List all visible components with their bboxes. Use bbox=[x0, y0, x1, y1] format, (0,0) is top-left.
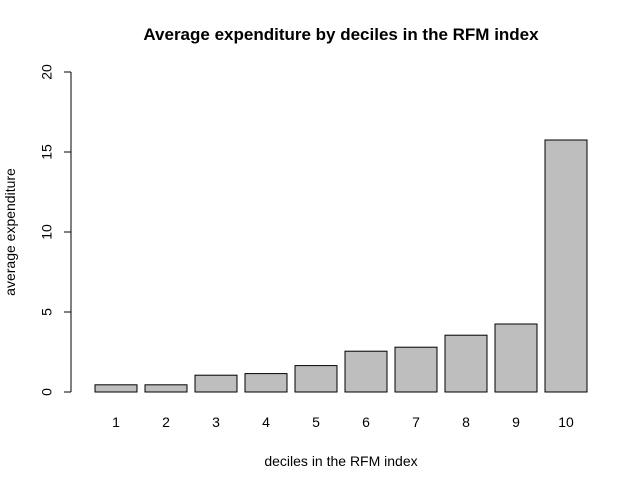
y-tick-label: 10 bbox=[39, 224, 55, 240]
x-tick-labels: 1 2 3 4 5 6 7 8 9 10 bbox=[112, 414, 574, 430]
x-axis-label: deciles in the RFM index bbox=[264, 453, 417, 469]
x-tick-label: 7 bbox=[412, 414, 420, 430]
y-tick-label: 20 bbox=[39, 64, 55, 80]
bar-1 bbox=[94, 384, 138, 393]
chart-title: Average expenditure by deciles in the RF… bbox=[143, 25, 539, 44]
bar-5 bbox=[294, 365, 338, 393]
bar-8 bbox=[444, 334, 488, 393]
x-tick-label: 9 bbox=[512, 414, 520, 430]
y-axis: 0 5 10 15 20 bbox=[39, 64, 72, 396]
x-tick-label: 6 bbox=[362, 414, 370, 430]
x-tick-label: 3 bbox=[212, 414, 220, 430]
bar-4 bbox=[244, 373, 288, 393]
x-tick-label: 5 bbox=[312, 414, 320, 430]
bar-9 bbox=[494, 323, 538, 393]
x-tick-label: 2 bbox=[162, 414, 170, 430]
x-tick-label: 10 bbox=[558, 414, 574, 430]
y-axis-label: average expenditure bbox=[2, 168, 18, 296]
bar-2 bbox=[144, 384, 188, 393]
bar-10 bbox=[544, 139, 588, 393]
x-tick-label: 8 bbox=[462, 414, 470, 430]
y-tick-label: 0 bbox=[39, 388, 55, 396]
bar-3 bbox=[194, 374, 238, 393]
y-tick-label: 5 bbox=[39, 308, 55, 316]
bars-group bbox=[94, 139, 588, 393]
y-tick-label: 15 bbox=[39, 144, 55, 160]
x-tick-label: 4 bbox=[262, 414, 270, 430]
x-tick-label: 1 bbox=[112, 414, 120, 430]
bar-7 bbox=[394, 346, 438, 393]
bar-6 bbox=[344, 350, 388, 393]
